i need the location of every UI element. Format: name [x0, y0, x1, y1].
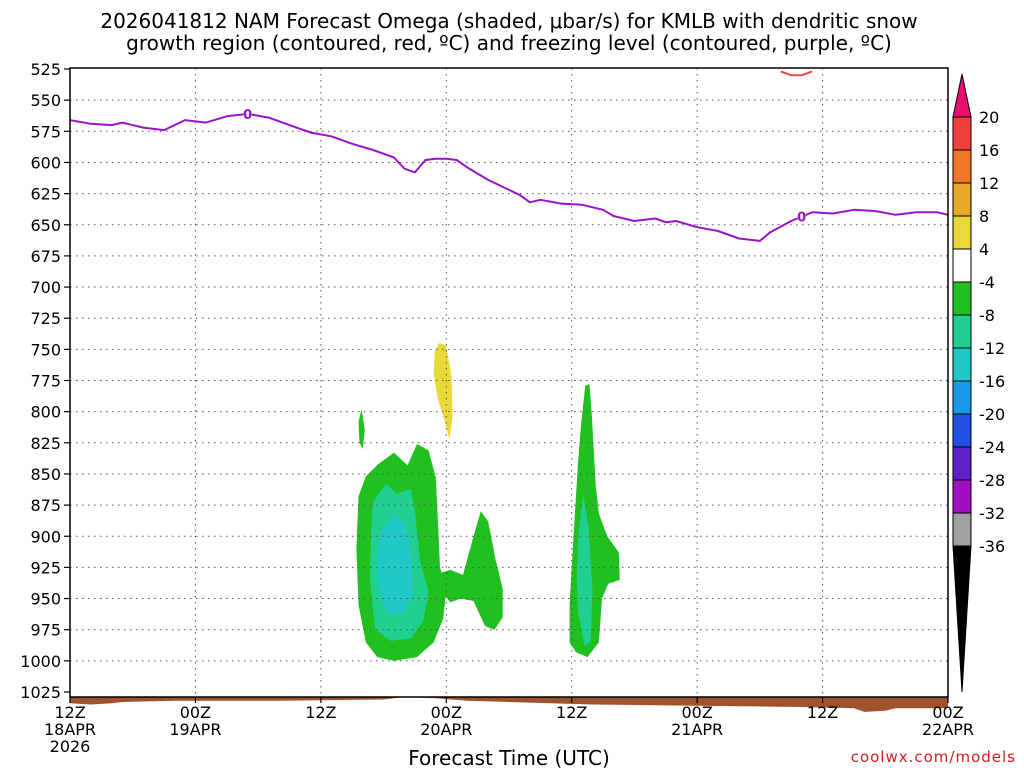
omega-area-4 [358, 409, 365, 449]
y-tick-label-675: 675 [30, 247, 61, 266]
x-tick-label-0-2: 18APR [44, 720, 96, 739]
colorbar-label-8: -12 [979, 339, 1005, 358]
colorbar-swatch-9 [952, 380, 972, 415]
y-tick-label-825: 825 [30, 434, 61, 453]
colorbar-swatch-7 [952, 314, 972, 349]
omega-area-2 [437, 511, 503, 630]
plot-frame [69, 67, 949, 698]
colorbar-swatch-8 [952, 347, 972, 382]
y-tick-label-800: 800 [30, 403, 61, 422]
colorbar-swatch-3 [952, 182, 972, 217]
colorbar-label-10: -20 [979, 405, 1005, 424]
x-tick-label-84-2: 22APR [922, 720, 974, 739]
colorbar-label-14: -36 [979, 537, 1005, 556]
x-tick-label-36-2: 20APR [420, 720, 472, 739]
y-tick-label-550: 550 [30, 91, 61, 110]
x-tick-label-0-3: 2026 [50, 737, 91, 756]
x-tick-label-0-1: 12Z [54, 703, 85, 722]
omega-shading [70, 343, 948, 712]
colorbar-swatch-12 [952, 479, 972, 514]
y-tick-label-525: 525 [30, 60, 61, 79]
colorbar-swatch-5 [952, 248, 972, 283]
y-axis: 525 550 575 600 625 650 675 700 725 750 775 800 825 8… [20, 60, 70, 702]
x-tick-label-36-1: 00Z [431, 703, 462, 722]
y-tick-label-650: 650 [30, 216, 61, 235]
freezing-level-label-1: 0 [243, 108, 252, 123]
colorbar-swatch-13 [952, 512, 972, 547]
omega-area-6 [576, 493, 593, 646]
dgz-contour [780, 70, 813, 77]
freezing-level-line [69, 112, 949, 242]
colorbar-swatch-4 [952, 215, 972, 250]
colorbar-swatch-11 [952, 446, 972, 481]
x-axis-label: Forecast Time (UTC) [408, 746, 610, 768]
y-tick-label-725: 725 [30, 309, 61, 328]
y-tick-label-775: 775 [30, 372, 61, 391]
colorbar-swatch-10 [952, 413, 972, 448]
freezing-level-label-2: 0 [797, 211, 806, 226]
x-tick-label-12-2: 19APR [169, 720, 221, 739]
credit-text[interactable]: coolwx.com/models [851, 748, 1016, 766]
colorbar-label-12: -28 [979, 471, 1005, 490]
x-tick-label-24-1: 12Z [305, 703, 336, 722]
y-tick-label-850: 850 [30, 465, 61, 484]
y-tick-label-625: 625 [30, 185, 61, 204]
y-tick-label-750: 750 [30, 340, 61, 359]
omega-area-7 [377, 515, 413, 614]
colorbar-bottom-arrow [952, 545, 972, 693]
x-tick-label-72-1: 12Z [807, 703, 838, 722]
y-tick-label-875: 875 [30, 496, 61, 515]
chart-title: 2026041812 NAM Forecast Omega (shaded, μ… [100, 9, 917, 55]
x-tick-label-60-2: 21APR [671, 720, 723, 739]
colorbar-label-9: -16 [979, 372, 1005, 391]
x-tick-label-48-1: 12Z [556, 703, 587, 722]
colorbar-swatch-1 [952, 116, 972, 151]
y-tick-label-700: 700 [30, 278, 61, 297]
colorbar-label-3: 12 [979, 174, 999, 193]
grid-lines [70, 68, 948, 697]
colorbar-swatch-6 [952, 281, 972, 316]
colorbar-label-5: 4 [979, 240, 989, 259]
colorbar-label-11: -24 [979, 438, 1005, 457]
colorbar-label-13: -32 [979, 504, 1005, 523]
y-tick-label-950: 950 [30, 590, 61, 609]
y-tick-label-600: 600 [30, 153, 61, 172]
y-tick-label-575: 575 [30, 122, 61, 141]
x-tick-label-84-1: 00Z [932, 703, 963, 722]
colorbar-label-7: -8 [979, 306, 995, 325]
x-tick-label-60-1: 00Z [681, 703, 712, 722]
colorbar-label-1: 20 [979, 108, 999, 127]
y-tick-label-925: 925 [30, 558, 61, 577]
freezing-label-bg-2 [797, 209, 806, 223]
title-line-2: growth region (contoured, red, ºC) and f… [126, 31, 892, 55]
y-tick-label-1025: 1025 [20, 683, 61, 702]
omega-area-3 [569, 384, 620, 658]
colorbar-label-6: -4 [979, 273, 995, 292]
y-tick-label-975: 975 [30, 621, 61, 640]
colorbar-swatch-2 [952, 149, 972, 184]
y-tick-label-1000: 1000 [20, 652, 61, 671]
omega-area-8 [433, 343, 453, 440]
y-tick-label-900: 900 [30, 527, 61, 546]
colorbar-top-arrow [952, 73, 972, 118]
terrain [70, 697, 948, 712]
colorbar: 20 16 12 8 4 -4 -8 -12 -16 -20 -24 -28 -32 -36 [952, 73, 1005, 693]
title-line-1: 2026041812 NAM Forecast Omega (shaded, μ… [100, 9, 917, 33]
contours: 00 [69, 70, 949, 242]
colorbar-label-4: 8 [979, 207, 989, 226]
colorbar-label-2: 16 [979, 141, 999, 160]
freezing-label-bg-1 [243, 106, 252, 120]
x-tick-label-12-1: 00Z [180, 703, 211, 722]
